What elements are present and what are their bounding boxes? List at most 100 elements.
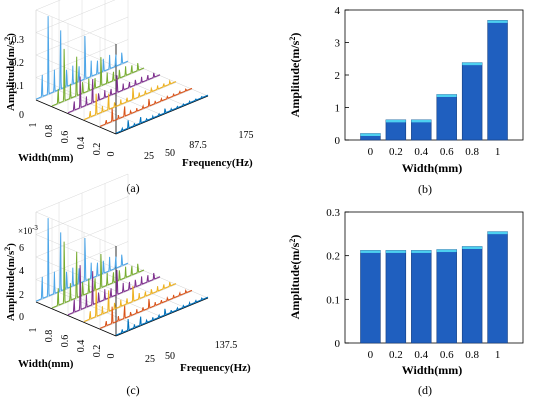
x-tick-label: 0.2 bbox=[389, 349, 403, 361]
panel-c-exponent: ×10-3 bbox=[18, 224, 38, 236]
spectrum-line-width-1 bbox=[35, 218, 129, 302]
panel-a-yticks: 1 0.8 0.6 0.4 0.2 0 bbox=[28, 123, 117, 157]
y-axis-line bbox=[35, 99, 117, 135]
spectrum-line-width-0.8 bbox=[51, 48, 145, 107]
tick-label: 0.4 bbox=[76, 340, 87, 353]
panel-b-xlabel: Width(mm) bbox=[402, 161, 462, 175]
panel-c-spectra bbox=[35, 218, 209, 336]
bar-highlight bbox=[385, 119, 406, 123]
panel-c-xlabel: Frequency(Hz) bbox=[180, 362, 251, 374]
tick-label: 0.1 bbox=[12, 81, 25, 92]
y-tick-label: 3 bbox=[335, 38, 341, 50]
tick-label: 137.5 bbox=[215, 340, 238, 351]
y-tick-label: 1 bbox=[335, 103, 341, 115]
floor-grid-line bbox=[58, 90, 140, 125]
tick-label: 2 bbox=[19, 290, 24, 301]
bar-highlight bbox=[487, 20, 508, 23]
bar-0 bbox=[360, 250, 381, 344]
tick-label: 0.6 bbox=[60, 335, 71, 348]
panel-a-zticks: 0 0.1 0.2 0.3 bbox=[12, 35, 25, 121]
panel-c-caption: (c) bbox=[126, 383, 139, 397]
y-tick-label: 2 bbox=[335, 70, 341, 82]
panel-c-zlabel: Amplitude(m/s2) bbox=[3, 243, 17, 321]
panel-d-xlabel: Width(mm) bbox=[402, 363, 462, 377]
panel-b-xticks: 0 0.2 0.4 0.6 0.8 1 bbox=[368, 146, 501, 158]
tick-label: 1 bbox=[28, 123, 39, 128]
panel-b-yticks: 0 1 2 3 4 bbox=[335, 5, 341, 147]
panel-a-zlabel: Amplitude(m/s2) bbox=[3, 33, 17, 111]
x-tick-label: 0.6 bbox=[440, 349, 454, 361]
y-axis-line bbox=[35, 301, 117, 337]
bar-0.8 bbox=[461, 62, 483, 141]
tick-label: 6 bbox=[19, 243, 24, 254]
panel-d-yticks: 0 0.1 0.2 0.3 bbox=[326, 207, 340, 350]
panel-c-zticks: 0 2 4 6 bbox=[19, 243, 24, 323]
tick-label: 0.3 bbox=[12, 35, 25, 46]
y-tick-label: 0.2 bbox=[326, 251, 340, 263]
x-tick-label: 1 bbox=[495, 349, 501, 361]
tick-label: 0.8 bbox=[44, 330, 55, 343]
x-tick-label: 0.2 bbox=[389, 146, 403, 158]
floor-grid-line bbox=[127, 263, 209, 299]
tick-label: 87.5 bbox=[189, 140, 207, 151]
tick-label: 0 bbox=[106, 354, 117, 359]
bar-0.4 bbox=[411, 119, 432, 141]
tick-label: 0.8 bbox=[44, 125, 55, 138]
spectrum-line-width-0.4 bbox=[83, 282, 177, 322]
spectrum-line-width-0.6 bbox=[67, 265, 161, 316]
tick-label: 50 bbox=[165, 351, 175, 362]
x-tick-label: 0 bbox=[368, 146, 374, 158]
bar-highlight bbox=[360, 250, 381, 253]
tick-label: 0 bbox=[106, 152, 117, 157]
wall-grid-line bbox=[35, 211, 117, 247]
bar-highlight bbox=[436, 249, 457, 253]
x-tick-label: 1 bbox=[495, 146, 501, 158]
bar-highlight bbox=[487, 231, 508, 235]
tick-label: 0.4 bbox=[76, 137, 87, 150]
panel-a-xticks: 25 50 87.5 175 bbox=[144, 130, 254, 162]
y-tick-label: 0.3 bbox=[326, 207, 340, 219]
spectrum-line-width-0.2 bbox=[99, 289, 193, 329]
panel-b: 0 0.2 0.4 0.6 0.8 1 0 1 2 3 4 Amplitude(m/s2) Wid… bbox=[288, 5, 524, 196]
panel-c-xticks: 25 50 137.5 bbox=[145, 340, 237, 365]
bar-highlight bbox=[436, 94, 457, 97]
spectrum-line-width-1 bbox=[35, 16, 129, 100]
x-tick-label: 0.8 bbox=[465, 146, 479, 158]
bar-0.6 bbox=[436, 94, 457, 141]
bar-0.4 bbox=[411, 250, 432, 344]
tick-label: 0 bbox=[19, 110, 24, 121]
bar-highlight bbox=[462, 246, 483, 249]
spectrum-line-width-0.6 bbox=[67, 72, 161, 114]
tick-label: 50 bbox=[165, 148, 175, 159]
tick-label: 25 bbox=[144, 151, 154, 162]
panel-c-yticks: 1 0.8 0.6 0.4 0.2 0 bbox=[28, 328, 117, 359]
x-tick-label: 0.4 bbox=[414, 146, 428, 158]
x-tick-label: 0.4 bbox=[414, 349, 428, 361]
panel-c-ylabel: Width(mm) bbox=[18, 358, 74, 370]
floor-grid-line bbox=[58, 292, 140, 327]
tick-label: 0.2 bbox=[92, 345, 103, 358]
bar-highlight bbox=[411, 250, 432, 253]
x-axis-line bbox=[115, 95, 209, 135]
panel-b-ylabel: Amplitude(m/s2) bbox=[288, 33, 302, 118]
wall-grid-line bbox=[35, 32, 117, 67]
tick-label: 0 bbox=[19, 312, 24, 323]
spectrum-line-width-0.4 bbox=[83, 79, 177, 120]
panel-b-caption: (b) bbox=[418, 182, 432, 196]
spectrum-line-width-0 bbox=[115, 296, 209, 336]
bar-highlight bbox=[462, 62, 483, 66]
panel-d-ylabel: Amplitude(m/s2) bbox=[288, 235, 302, 320]
tick-label: 0.2 bbox=[12, 58, 25, 69]
tick-label: 25 bbox=[145, 354, 155, 365]
panel-c: ×10-3 0 2 4 6 Amplitude(m/s2) 1 0.8 0.6 … bbox=[3, 173, 251, 397]
bar-highlight bbox=[360, 133, 381, 136]
bar-1 bbox=[487, 20, 508, 141]
wall-grid-line bbox=[35, 0, 61, 11]
bar-highlight bbox=[385, 250, 406, 253]
x-tick-label: 0.6 bbox=[440, 146, 454, 158]
bar-0.6 bbox=[436, 249, 457, 344]
wall-grid-line bbox=[35, 234, 117, 269]
bar-0.8 bbox=[461, 246, 483, 344]
tick-label: 0.6 bbox=[60, 131, 71, 144]
